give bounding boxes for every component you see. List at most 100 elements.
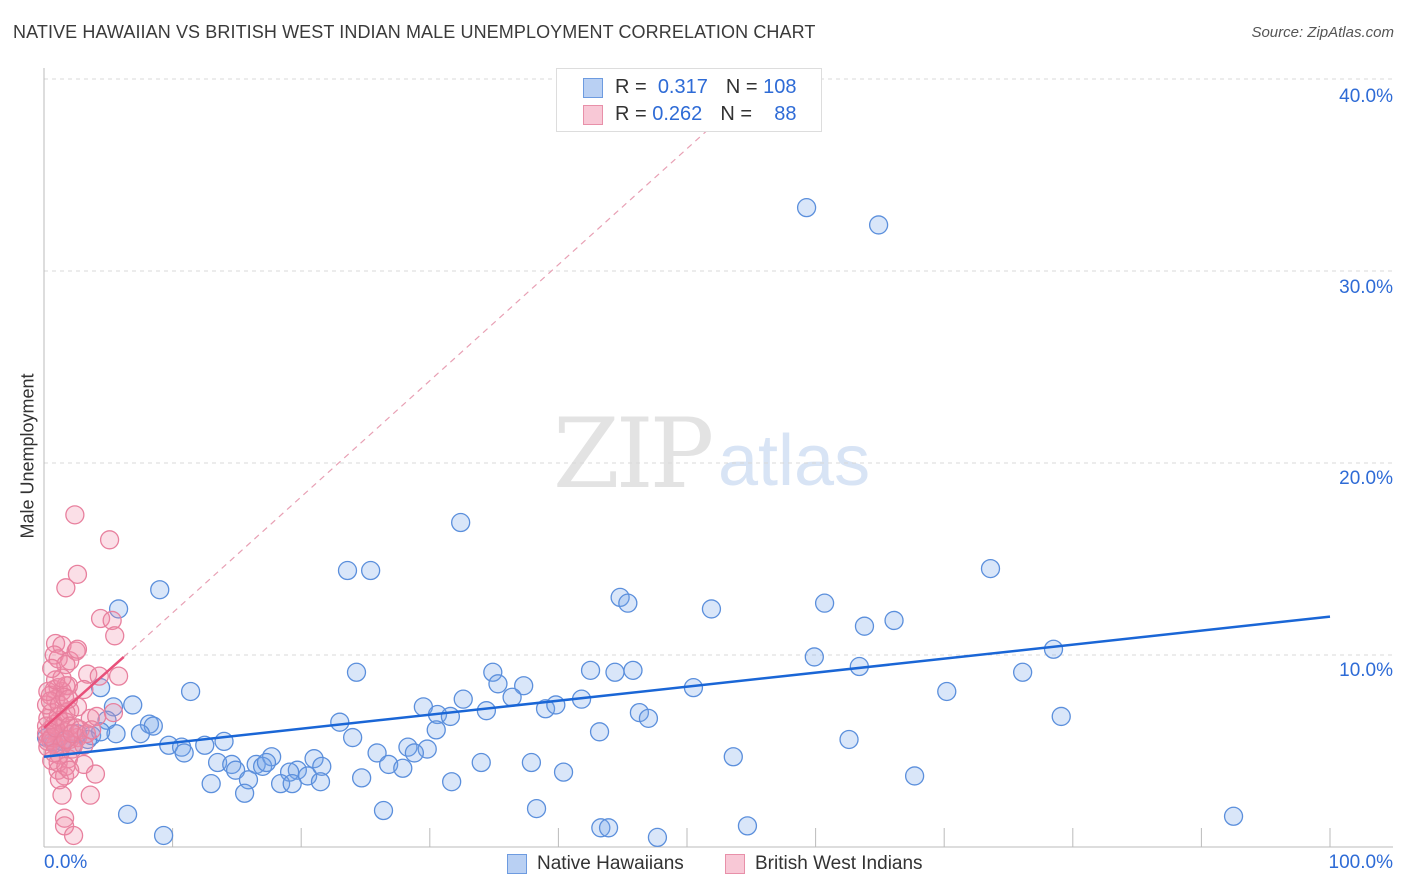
legend-r-label: R = xyxy=(615,103,647,125)
point-native-hawaiians xyxy=(521,752,542,773)
source-label: Source: ZipAtlas.com xyxy=(1251,24,1394,41)
point-native-hawaiians xyxy=(150,580,170,600)
point-british-west-indians xyxy=(60,760,80,780)
point-native-hawaiians xyxy=(937,681,957,702)
point-british-west-indians xyxy=(81,720,102,740)
point-native-hawaiians xyxy=(330,712,350,732)
point-british-west-indians xyxy=(108,666,129,686)
point-native-hawaiians xyxy=(839,729,859,750)
bottom-legend-british-west-indians: British West Indians xyxy=(725,852,923,876)
point-native-hawaiians xyxy=(440,706,461,727)
point-native-hawaiians xyxy=(814,593,835,613)
point-british-west-indians xyxy=(42,727,62,748)
point-native-hawaiians xyxy=(153,825,174,846)
point-british-west-indians xyxy=(74,735,94,755)
point-british-west-indians xyxy=(105,626,125,646)
point-native-hawaiians xyxy=(623,660,643,681)
point-native-hawaiians xyxy=(367,743,387,763)
point-native-hawaiians xyxy=(796,197,817,218)
point-native-hawaiians xyxy=(207,752,228,773)
watermark-zip: ZIP xyxy=(553,398,714,510)
point-native-hawaiians xyxy=(97,710,117,730)
point-native-hawaiians xyxy=(638,708,659,729)
point-british-west-indians xyxy=(52,785,72,805)
point-british-west-indians xyxy=(85,764,106,784)
point-native-hawaiians xyxy=(123,695,143,715)
point-native-hawaiians xyxy=(373,800,394,821)
point-native-hawaiians xyxy=(451,512,471,533)
legend-swatch-blue xyxy=(583,77,603,98)
point-native-hawaiians xyxy=(180,681,201,702)
legend-r-label: R = xyxy=(615,76,647,98)
point-british-west-indians xyxy=(44,743,64,763)
point-native-hawaiians xyxy=(476,701,497,721)
point-native-hawaiians xyxy=(106,724,126,744)
point-native-hawaiians xyxy=(378,754,399,775)
point-native-hawaiians xyxy=(1012,662,1033,682)
point-native-hawaiians xyxy=(117,804,138,825)
point-native-hawaiians xyxy=(737,816,758,836)
point-british-west-indians xyxy=(89,666,109,686)
legend-n-value: 88 xyxy=(774,103,797,125)
point-native-hawaiians xyxy=(1223,806,1244,826)
point-native-hawaiians xyxy=(618,593,638,613)
point-native-hawaiians xyxy=(312,756,332,777)
point-native-hawaiians xyxy=(980,558,1001,579)
point-british-west-indians xyxy=(54,808,75,828)
point-native-hawaiians xyxy=(256,752,277,773)
legend-label: British West Indians xyxy=(755,853,923,874)
point-british-west-indians xyxy=(63,825,84,846)
point-native-hawaiians xyxy=(526,798,547,819)
legend-n-value: 108 xyxy=(763,76,797,98)
legend-label: Native Hawaiians xyxy=(537,853,684,874)
point-native-hawaiians xyxy=(546,695,566,715)
point-british-west-indians xyxy=(52,668,72,688)
point-native-hawaiians xyxy=(598,818,619,838)
point-british-west-indians xyxy=(74,679,94,700)
point-native-hawaiians xyxy=(647,827,668,848)
point-native-hawaiians xyxy=(304,749,324,769)
point-native-hawaiians xyxy=(234,783,255,803)
point-native-hawaiians xyxy=(868,215,889,235)
point-british-west-indians xyxy=(56,578,76,598)
point-native-hawaiians xyxy=(591,818,611,838)
point-native-hawaiians xyxy=(904,766,925,786)
point-native-hawaiians xyxy=(535,699,556,719)
point-native-hawaiians xyxy=(130,724,151,744)
legend-r-value: 0.262 xyxy=(652,103,703,125)
legend-swatch-pink xyxy=(725,853,745,874)
point-native-hawaiians xyxy=(310,772,331,792)
point-british-west-indians xyxy=(42,658,62,679)
y-tick-label: 20.0% xyxy=(1339,468,1393,489)
point-british-west-indians xyxy=(102,610,122,631)
legend-row-native-hawaiians: R = 0.317 N = 108 xyxy=(583,75,797,99)
point-native-hawaiians xyxy=(589,722,610,742)
chart-title: NATIVE HAWAIIAN VS BRITISH WEST INDIAN M… xyxy=(13,22,816,42)
point-british-west-indians xyxy=(103,702,124,723)
point-native-hawaiians xyxy=(553,762,574,782)
legend-n-label: N = xyxy=(720,103,752,125)
trendline-british-west-indians xyxy=(43,655,125,729)
watermark-atlas: atlas xyxy=(718,421,871,501)
point-native-hawaiians xyxy=(483,662,503,682)
point-native-hawaiians xyxy=(442,772,462,792)
point-native-hawaiians xyxy=(225,760,246,780)
point-native-hawaiians xyxy=(502,687,522,707)
point-native-hawaiians xyxy=(723,747,743,767)
point-native-hawaiians xyxy=(201,773,221,794)
legend: R = 0.317 N = 108 R = 0.262 N = 88 xyxy=(556,68,822,132)
point-native-hawaiians xyxy=(854,616,875,636)
legend-swatch-pink xyxy=(583,104,603,125)
point-native-hawaiians xyxy=(1051,706,1071,727)
y-tick-label: 40.0% xyxy=(1339,86,1393,107)
point-native-hawaiians xyxy=(426,720,446,740)
point-native-hawaiians xyxy=(605,662,625,682)
point-british-west-indians xyxy=(67,564,88,585)
point-native-hawaiians xyxy=(342,727,363,748)
point-british-west-indians xyxy=(67,639,88,659)
y-tick-label: 10.0% xyxy=(1339,660,1393,681)
point-native-hawaiians xyxy=(214,731,234,752)
trendline-extension-british-west-indians xyxy=(123,78,765,658)
legend-n-label: N = xyxy=(725,76,758,98)
